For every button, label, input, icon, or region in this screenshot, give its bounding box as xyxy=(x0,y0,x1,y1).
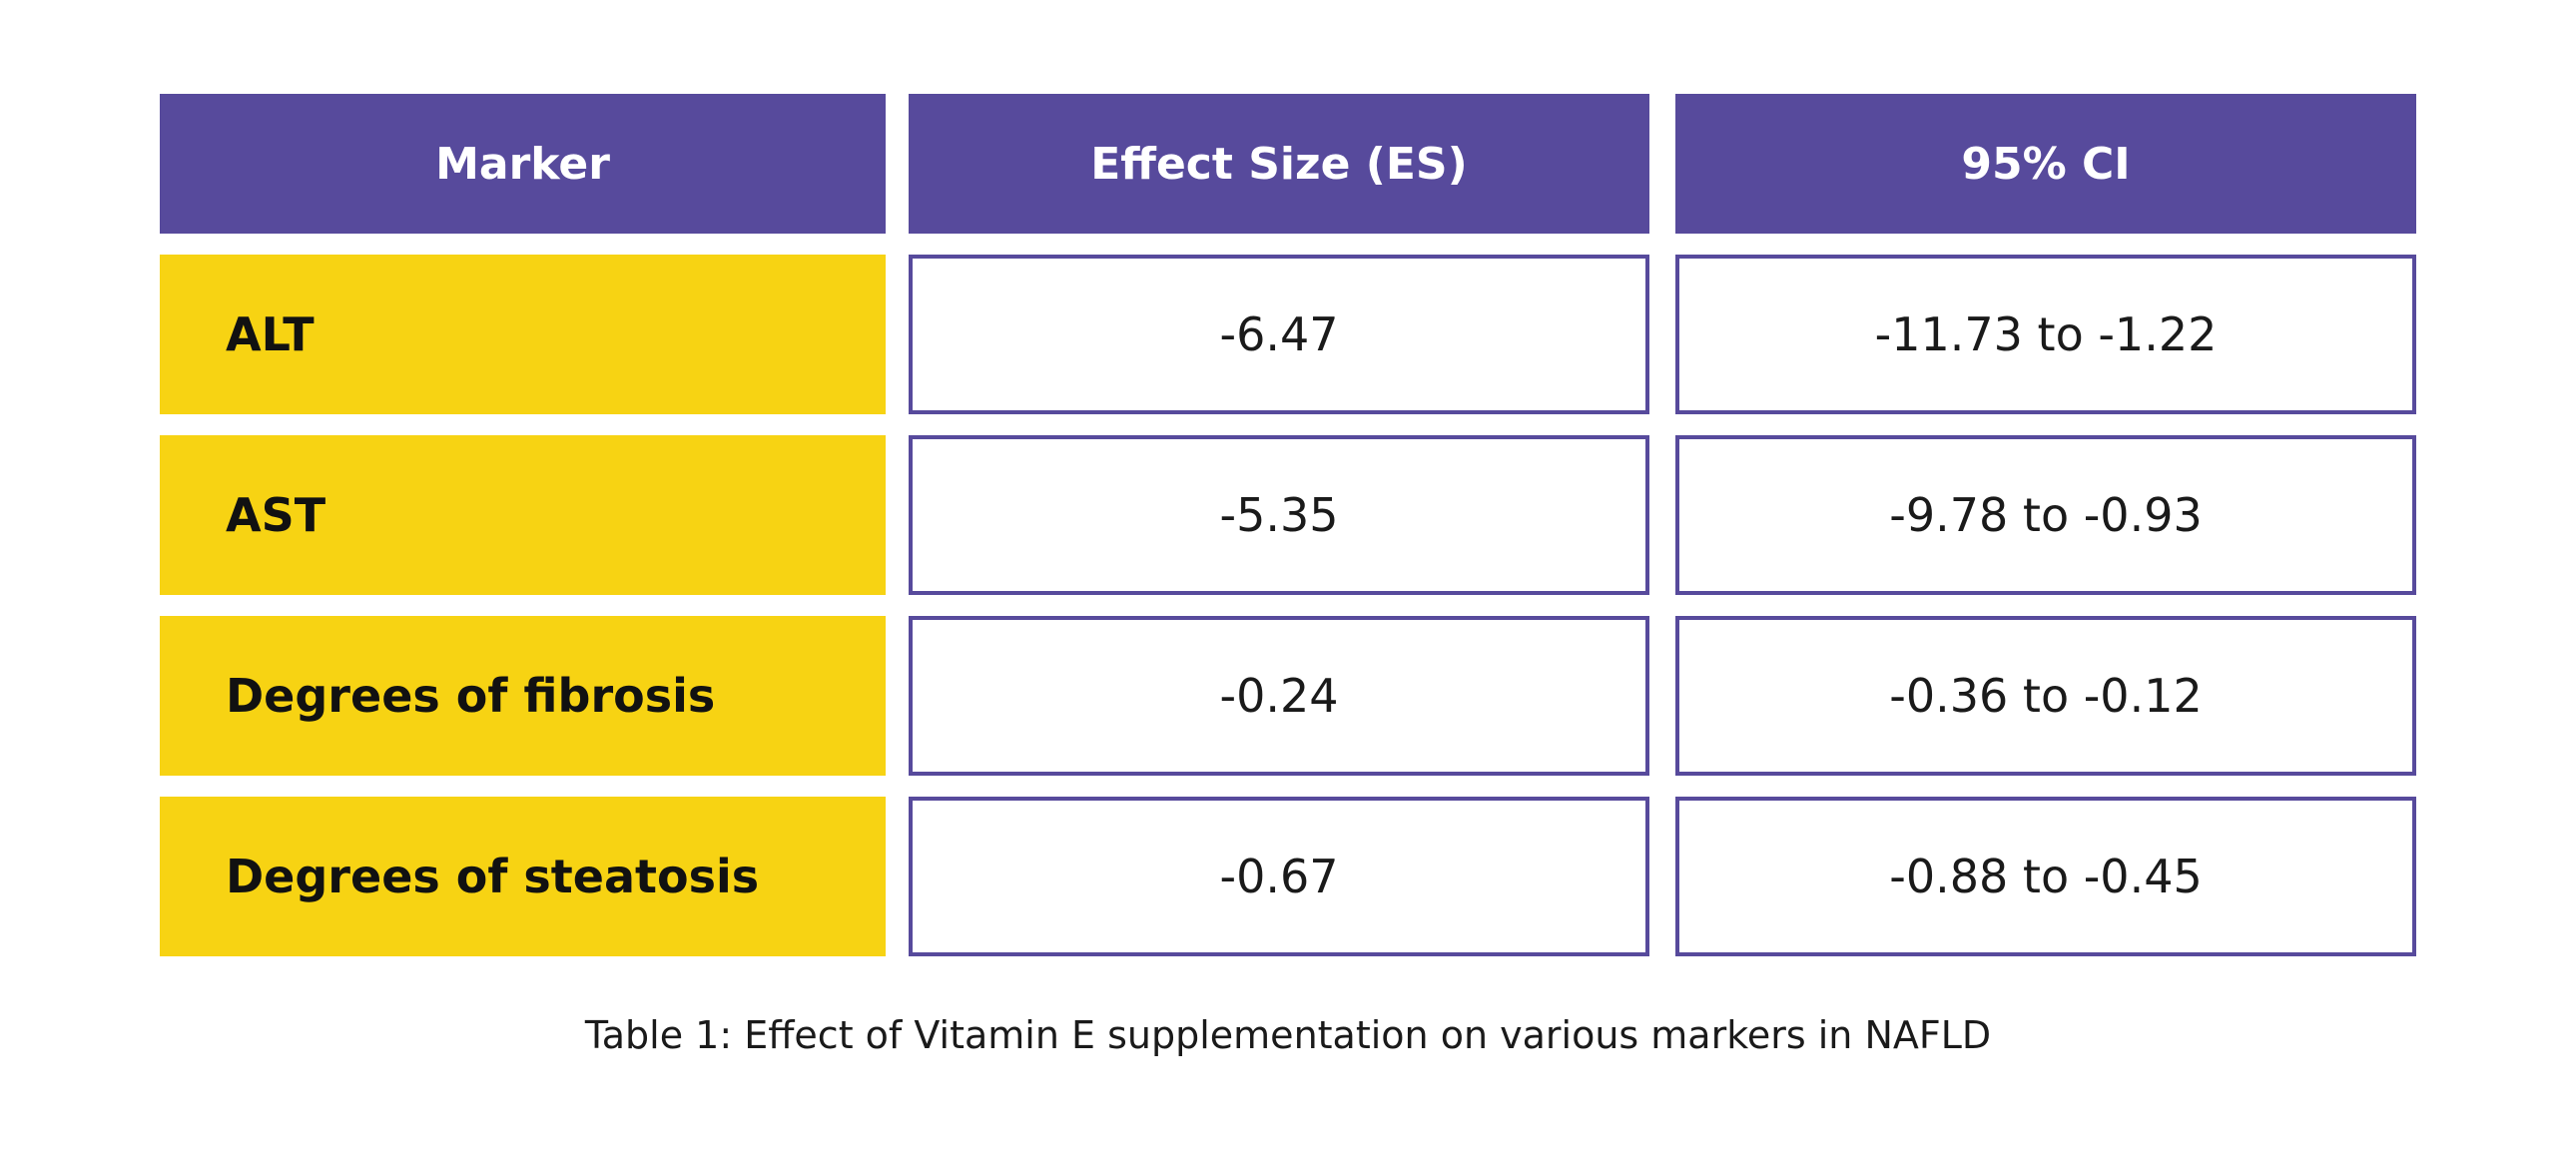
caption: Table 1: Effect of Vitamin E supplementa… xyxy=(584,1013,1992,1057)
value-cell: -0.36 to -0.12 xyxy=(1675,616,2416,776)
value-cell: -11.73 to -1.22 xyxy=(1675,255,2416,414)
row-label: Degrees of steatosis xyxy=(160,797,886,956)
row-label: Degrees of fibrosis xyxy=(160,616,886,776)
row-label: ALT xyxy=(160,255,886,414)
value-cell: -6.47 xyxy=(909,255,1649,414)
row-label: AST xyxy=(160,435,886,595)
value-cell: -5.35 xyxy=(909,435,1649,595)
value-cell: -0.88 to -0.45 xyxy=(1675,797,2416,956)
value-cell: -9.78 to -0.93 xyxy=(1675,435,2416,595)
header-cell: 95% CI xyxy=(1675,94,2416,234)
value-cell: -0.24 xyxy=(909,616,1649,776)
header-cell: Effect Size (ES) xyxy=(909,94,1649,234)
value-cell: -0.67 xyxy=(909,797,1649,956)
header-cell: Marker xyxy=(160,94,886,234)
